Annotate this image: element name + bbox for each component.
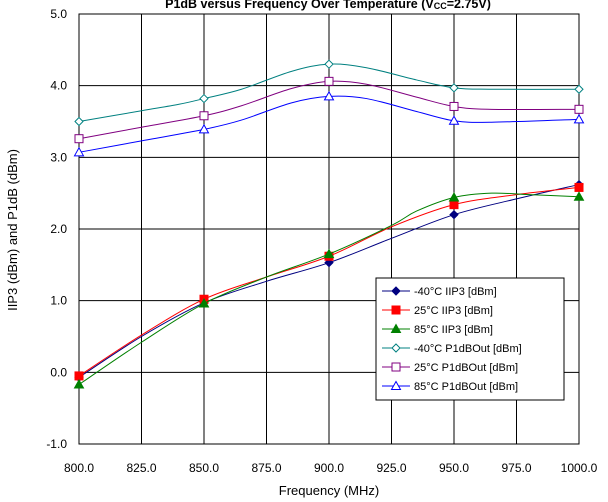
x-axis-title: Frequency (MHz): [279, 483, 379, 498]
data-point: [391, 343, 401, 353]
y-axis-title: IIP3 (dBm) and P1dB (dBm): [5, 149, 20, 311]
legend-item: -40°C P1dBOut [dBm]: [382, 343, 522, 355]
legend-label: 25°C IIP3 [dBm]: [414, 305, 493, 317]
data-point: [324, 76, 334, 86]
y-tick-label: 2.0: [50, 222, 67, 236]
y-tick-label: 1.0: [50, 294, 67, 308]
series: [73, 90, 585, 157]
data-point: [573, 113, 585, 124]
x-tick-label: 950.0: [439, 461, 469, 475]
legend-box: [375, 277, 565, 401]
data-point: [74, 116, 84, 127]
chart-title-subscript: CC: [434, 1, 447, 11]
y-tick-label: -1.0: [46, 437, 67, 451]
data-point: [391, 305, 401, 315]
legend-item: 25°C P1dBOut [dBm]: [382, 362, 518, 374]
data-point: [391, 286, 401, 296]
y-tick-label: 3.0: [50, 150, 67, 164]
data-point: [74, 371, 84, 381]
data-point: [198, 123, 210, 134]
series-line: [78, 192, 580, 385]
data-point: [449, 83, 459, 93]
series: [74, 76, 584, 144]
legend: -40°C IIP3 [dBm] 25°C IIP3 [dBm] 85°C IIP3…: [375, 277, 565, 401]
x-tick-label: 825.0: [126, 461, 156, 475]
chart-title-main: P1dB versus Frequency Over Temperature (…: [165, 0, 434, 11]
x-tick-label: 800.0: [64, 461, 94, 475]
x-tick-label: 900.0: [314, 461, 344, 475]
series-line: [78, 63, 580, 122]
data-point: [74, 134, 84, 144]
data-point: [574, 182, 584, 192]
legend-label: 85°C IIP3 [dBm]: [414, 324, 493, 336]
y-tick-label: 4.0: [50, 79, 67, 93]
data-point: [391, 362, 401, 372]
x-tick-labels: 800.0 825.0 850.0 875.0 900.0 925.0 950.0 975.0…: [64, 461, 598, 475]
legend-item: 85°C P1dBOut [dBm]: [382, 380, 518, 393]
legend-item: -40°C IIP3 [dBm]: [382, 286, 497, 298]
chart-title-tail: =2.75V): [447, 0, 491, 11]
data-point: [573, 191, 585, 201]
legend-label: 25°C P1dBOut [dBm]: [414, 362, 518, 374]
data-point: [449, 101, 459, 111]
plot-area: [78, 13, 580, 445]
data-point: [574, 104, 584, 114]
series: [73, 191, 585, 389]
chart-title: P1dB versus Frequency Over Temperature (…: [165, 0, 491, 11]
legend-label: -40°C P1dBOut [dBm]: [414, 343, 522, 355]
data-point: [390, 380, 402, 390]
series: [74, 59, 584, 127]
legend-item: 25°C IIP3 [dBm]: [382, 305, 493, 317]
data-point: [323, 248, 335, 259]
data-point: [449, 200, 459, 210]
legend-label: 85°C P1dBOut [dBm]: [414, 381, 518, 393]
y-tick-labels: -1.0 0.0 1.0 2.0 3.0 4.0 5.0: [46, 7, 67, 451]
data-point: [323, 90, 335, 101]
data-point: [390, 323, 402, 333]
legend-label: -40°C IIP3 [dBm]: [414, 286, 497, 298]
x-tick-label: 875.0: [251, 461, 281, 475]
data-point: [574, 84, 584, 94]
data-point: [448, 115, 460, 125]
data-point: [73, 146, 85, 157]
data-point: [73, 378, 85, 389]
x-tick-label: 975.0: [501, 461, 531, 475]
data-point: [199, 111, 209, 121]
y-tick-label: 0.0: [50, 365, 67, 379]
x-tick-label: 850.0: [189, 461, 219, 475]
x-tick-label: 1000.0: [561, 461, 598, 475]
legend-item: 85°C IIP3 [dBm]: [382, 323, 493, 336]
data-point: [449, 209, 459, 220]
data-point: [324, 59, 334, 69]
data-point: [199, 93, 209, 104]
data-point: [198, 298, 210, 308]
series-lines: [73, 59, 585, 389]
x-tick-label: 925.0: [376, 461, 406, 475]
data-point: [448, 191, 460, 202]
y-tick-label: 5.0: [50, 7, 67, 21]
